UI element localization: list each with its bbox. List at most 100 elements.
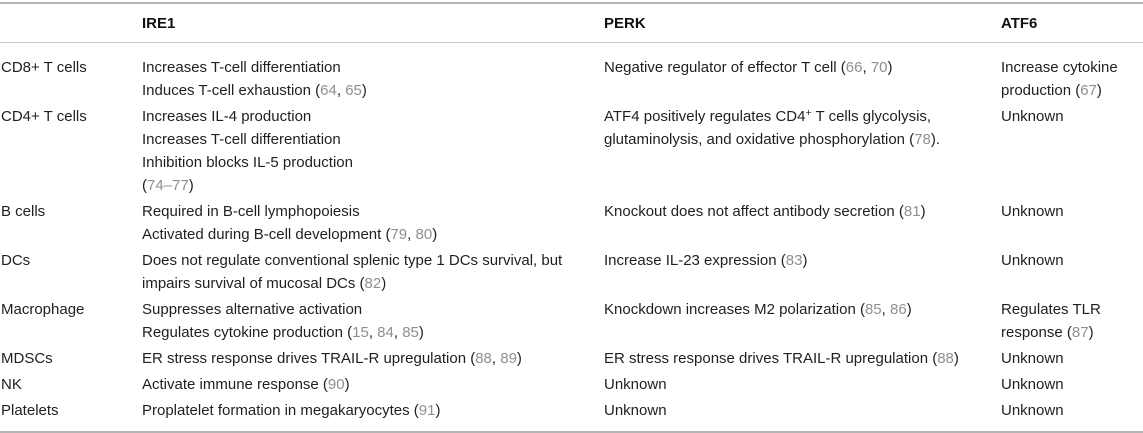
citation-ref[interactable]: 81 [903, 203, 921, 220]
citation-ref[interactable]: 82 [364, 275, 382, 292]
table-row: DCs Does not regulate conventional spleni… [0, 249, 1143, 298]
cell-line: Unknown [1001, 373, 1141, 396]
cell-line: Negative regulator of effector T cell (6… [604, 56, 976, 79]
citation-ref[interactable]: 15 [352, 324, 369, 341]
cell-line: Increases T-cell differentiation [142, 128, 579, 151]
cell-ire1: ER stress response drives TRAIL-R upregu… [141, 347, 603, 373]
cell-perk: Unknown [603, 399, 1000, 432]
citation-ref[interactable]: 90 [327, 376, 345, 393]
column-header-ire1: IRE1 [141, 3, 603, 43]
text-segment: ( [142, 177, 147, 194]
text-segment: , [862, 59, 871, 76]
cell-line: ATF4 positively regulates CD4+ T cells g… [604, 105, 976, 151]
cell-line: Unknown [1001, 200, 1141, 223]
text-segment: Increases IL-4 production [142, 108, 312, 125]
cell-ire1: Increases T-cell differentiation Induces … [141, 43, 603, 106]
citation-ref[interactable]: 85 [402, 324, 419, 341]
text-segment: Proplatelet formation in megakaryocytes … [142, 402, 419, 419]
row-label: MDSCs [1, 350, 53, 367]
cell-atf6: Unknown [1000, 249, 1143, 298]
cell-line: Does not regulate conventional splenic t… [142, 249, 579, 295]
cell-ire1: Does not regulate conventional splenic t… [141, 249, 603, 298]
text-segment: , [407, 226, 416, 243]
cell-line: Proplatelet formation in megakaryocytes … [142, 399, 579, 422]
citation-ref[interactable]: 89 [500, 350, 517, 367]
table-row: NK Activate immune response (90) Unknown Un… [0, 373, 1143, 399]
text-segment: Unknown [604, 402, 667, 419]
citation-ref[interactable]: 67 [1080, 82, 1097, 99]
cell-line: Unknown [604, 399, 976, 422]
text-segment: Unknown [1001, 350, 1064, 367]
text-segment: , [368, 324, 378, 341]
text-segment: Increase cytokine production ( [1001, 59, 1118, 99]
citation-ref[interactable]: 66 [845, 59, 863, 76]
cell-line: Knockout does not affect antibody secret… [604, 200, 976, 223]
text-segment: , [881, 301, 890, 318]
cell-perk: ATF4 positively regulates CD4+ T cells g… [603, 105, 1000, 200]
text-segment: ) [418, 324, 424, 341]
cell-atf6: Unknown [1000, 373, 1143, 399]
text-segment: Activated during B-cell development ( [142, 226, 391, 243]
cell-line: Suppresses alternative activation [142, 298, 579, 321]
cell-line: Unknown [1001, 249, 1141, 272]
text-segment: Unknown [1001, 252, 1064, 269]
citation-ref[interactable]: 91 [418, 402, 436, 419]
citation-ref[interactable]: 83 [785, 252, 803, 269]
cell-line: Required in B-cell lymphopoiesis [142, 200, 579, 223]
cell-line: Activate immune response (90) [142, 373, 579, 396]
text-segment: Unknown [1001, 108, 1064, 125]
row-label: Macrophage [1, 301, 85, 318]
citation-ref[interactable]: 64 [320, 82, 337, 99]
cell-line: Unknown [604, 373, 976, 396]
row-label: B cells [1, 203, 46, 220]
citation-ref[interactable]: 86 [890, 301, 907, 318]
text-segment: T cells glycolysis, glutaminolysis, and … [604, 108, 932, 148]
text-segment: ) [381, 275, 387, 292]
cell-line: Unknown [1001, 399, 1141, 422]
citation-ref[interactable]: 65 [345, 82, 362, 99]
text-segment: Knockdown increases M2 polarization ( [604, 301, 865, 318]
table-row: Platelets Proplatelet formation in megaka… [0, 399, 1143, 432]
text-segment: ) [432, 226, 438, 243]
text-segment: , [336, 82, 346, 99]
cell-line: ER stress response drives TRAIL-R upregu… [604, 347, 976, 370]
row-label: Platelets [1, 402, 59, 419]
text-segment: , [491, 350, 501, 367]
citation-ref[interactable]: 88 [937, 350, 954, 367]
header-row: IRE1 PERK ATF6 [0, 3, 1143, 43]
table-row: B cells Required in B-cell lymphopoiesis A… [0, 200, 1143, 249]
text-segment: Does not regulate conventional splenic t… [142, 252, 563, 292]
cell-perk: ER stress response drives TRAIL-R upregu… [603, 347, 1000, 373]
text-segment: Regulates TLR response ( [1001, 301, 1101, 341]
citation-ref[interactable]: 79 [390, 226, 408, 243]
cell-line: Activated during B-cell development (79,… [142, 223, 579, 246]
text-segment: ) [1088, 324, 1094, 341]
citation-ref[interactable]: 85 [864, 301, 882, 318]
citation-ref[interactable]: 70 [870, 59, 888, 76]
citation-ref[interactable]: 80 [415, 226, 433, 243]
row-label: DCs [1, 252, 31, 269]
cell-line: Regulates TLR response (87) [1001, 298, 1141, 344]
text-segment: Increases T-cell differentiation [142, 131, 341, 148]
cell-atf6: Unknown [1000, 399, 1143, 432]
citation-ref[interactable]: 88 [475, 350, 492, 367]
text-segment: ) [344, 376, 350, 393]
cell-line: Regulates cytokine production (15, 84, 8… [142, 321, 579, 344]
cell-line: Inhibition blocks IL-5 production [142, 151, 579, 174]
citation-ref[interactable]: 87 [1071, 324, 1089, 341]
cell-atf6: Increase cytokine production (67) [1000, 43, 1143, 106]
table-row: MDSCs ER stress response drives TRAIL-R u… [0, 347, 1143, 373]
cell-ire1: Proplatelet formation in megakaryocytes … [141, 399, 603, 432]
cell-line: Increases T-cell differentiation [142, 56, 579, 79]
citation-ref[interactable]: 78 [914, 131, 931, 148]
text-segment: Increases T-cell differentiation [142, 59, 341, 76]
text-segment: ). [930, 131, 941, 148]
citation-ref[interactable]: 74–77 [147, 177, 189, 194]
text-segment: ) [188, 177, 194, 194]
row-label: CD4+ T cells [1, 108, 87, 125]
text-segment: Induces T-cell exhaustion ( [142, 82, 321, 99]
text-segment: Regulates cytokine production ( [142, 324, 353, 341]
cell-perk: Unknown [603, 373, 1000, 399]
citation-ref[interactable]: 84 [377, 324, 394, 341]
text-segment: ) [887, 59, 893, 76]
